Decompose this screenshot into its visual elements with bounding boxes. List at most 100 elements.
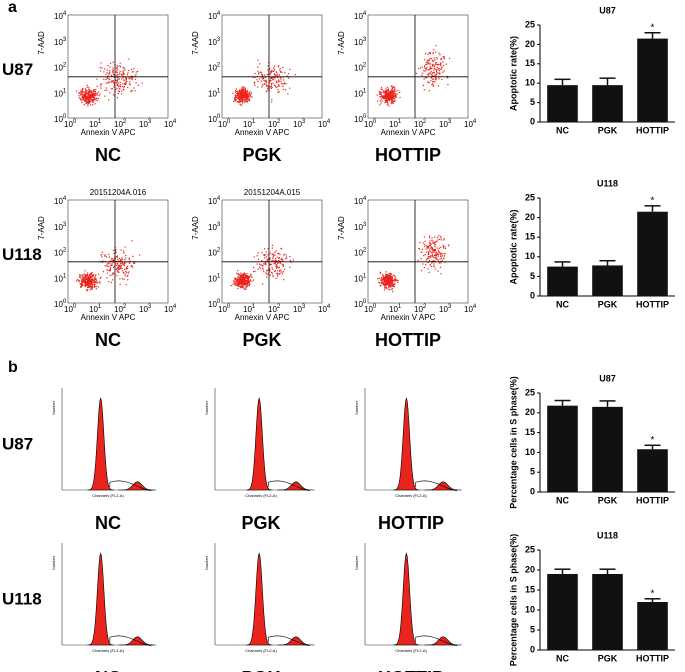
event-dot	[117, 263, 119, 265]
tick-base: 10	[364, 305, 373, 314]
event-dot	[132, 76, 134, 79]
event-dot	[379, 285, 381, 287]
event-dot	[239, 279, 242, 282]
event-dot	[89, 100, 91, 103]
event-dot	[86, 290, 88, 292]
event-dot	[242, 281, 244, 283]
event-dot	[85, 100, 87, 102]
event-dot	[95, 99, 97, 101]
event-dot	[439, 252, 441, 254]
event-dot	[389, 90, 391, 93]
tick-exponent: 2	[217, 247, 221, 253]
event-dot	[89, 272, 92, 275]
event-dot	[281, 263, 283, 265]
tick-base: 10	[54, 223, 63, 232]
event-dot	[282, 85, 284, 88]
event-dot	[109, 274, 111, 277]
event-dot	[440, 235, 442, 238]
event-dot	[429, 264, 431, 266]
event-dot	[88, 90, 90, 92]
event-dot	[80, 94, 82, 96]
event-dot	[242, 87, 244, 90]
event-dot	[243, 273, 245, 275]
tick-exponent: 2	[363, 62, 367, 68]
event-dot	[275, 277, 277, 279]
event-dot	[94, 278, 97, 280]
event-dot	[244, 95, 247, 97]
tick-base: 10	[318, 305, 327, 314]
event-dot	[91, 98, 94, 101]
event-dot	[378, 281, 380, 284]
event-dot	[94, 94, 96, 96]
event-dot	[440, 254, 442, 256]
event-dot	[436, 247, 438, 249]
event-dot	[123, 252, 125, 254]
event-dots	[76, 240, 141, 292]
event-dot	[86, 98, 88, 100]
event-dot	[232, 92, 234, 94]
event-dot	[240, 98, 242, 100]
event-dot	[281, 271, 283, 273]
x-tick-label: 102	[268, 304, 281, 315]
event-dot	[270, 70, 272, 72]
x-tick-label: NC	[556, 653, 569, 663]
event-dot	[434, 268, 437, 270]
event-dot	[239, 96, 241, 99]
event-dot	[438, 235, 440, 237]
event-dot	[94, 283, 96, 285]
event-dot	[422, 242, 424, 244]
event-dot	[443, 56, 445, 58]
tick-base: 10	[354, 274, 363, 283]
event-dot	[430, 73, 432, 75]
event-dot	[381, 282, 383, 284]
event-dot	[254, 82, 256, 84]
tick-exponent: 1	[63, 88, 67, 94]
event-dot	[244, 89, 247, 91]
event-dot	[434, 251, 436, 253]
event-dot	[117, 266, 119, 269]
event-dot	[261, 75, 263, 77]
event-dot	[82, 98, 84, 100]
x-tick-label: 100	[364, 304, 377, 315]
event-dot	[431, 72, 433, 74]
event-dot	[237, 94, 240, 96]
event-dot	[427, 81, 429, 83]
event-dot	[91, 93, 93, 96]
y-axis-label: Number	[51, 555, 56, 570]
tick-exponent: 4	[63, 196, 67, 202]
y-tick-label: 100	[54, 299, 67, 310]
event-dot	[269, 81, 271, 84]
event-dot	[89, 284, 91, 287]
event-dot	[241, 91, 243, 93]
event-dot	[126, 267, 128, 269]
x-tick-label: NC	[556, 495, 569, 505]
event-dot	[78, 281, 80, 283]
event-dot	[432, 84, 435, 86]
x-tick-label: 101	[243, 304, 256, 315]
event-dot	[424, 65, 426, 67]
tick-base: 10	[54, 274, 63, 283]
event-dot	[242, 86, 244, 88]
event-dot	[128, 258, 130, 260]
event-dot	[106, 269, 108, 271]
event-dot	[120, 66, 122, 68]
event-dot	[134, 90, 136, 92]
event-dot	[110, 264, 112, 266]
event-dot	[264, 257, 266, 259]
event-dot	[437, 258, 439, 260]
event-dot	[384, 99, 386, 102]
x-tick-label: 104	[318, 119, 331, 130]
event-dot	[104, 89, 106, 91]
event-dot	[263, 83, 265, 85]
event-dot	[430, 248, 432, 250]
event-dot	[438, 52, 440, 54]
event-dot	[260, 80, 262, 82]
event-dot	[131, 90, 133, 92]
event-dot	[245, 100, 247, 103]
event-dot	[265, 79, 267, 81]
event-dot	[269, 258, 271, 261]
y-tick-label: 5	[530, 271, 535, 281]
tick-exponent: 3	[448, 119, 452, 125]
event-dot	[238, 96, 240, 98]
event-dot	[253, 270, 255, 273]
